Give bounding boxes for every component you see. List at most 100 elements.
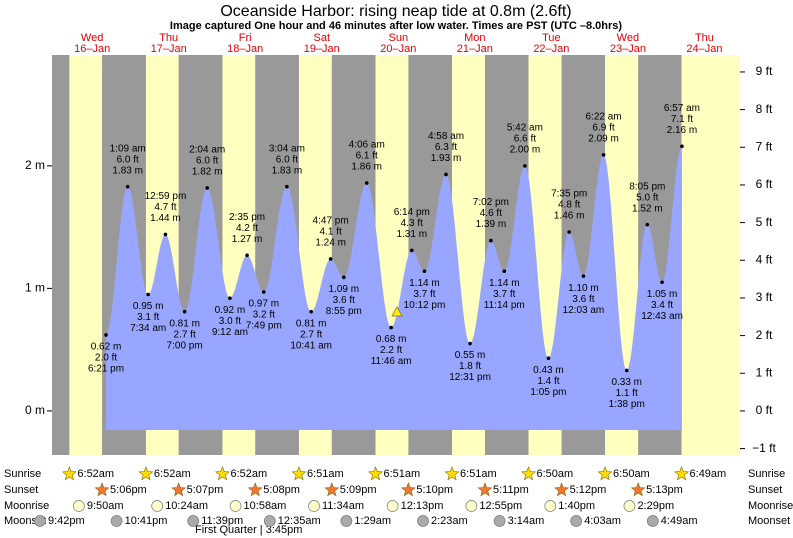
extremum-label: 1:09 am <box>110 143 146 154</box>
extremum-label: 4.2 ft <box>236 223 258 234</box>
extremum-dot <box>146 292 150 297</box>
extremum-label: 3:04 am <box>269 143 305 154</box>
extremum-label: 6.0 ft <box>117 154 139 165</box>
weekday-label: Thu <box>159 32 178 44</box>
row-time: 6:52am <box>230 468 267 480</box>
extremum-label: 1.24 m <box>315 238 346 249</box>
extremum-label: 6:21 pm <box>88 364 124 375</box>
row-time: 5:06pm <box>110 484 147 496</box>
extremum-label: 1.46 m <box>554 211 585 222</box>
y2-tick-label: 8 ft <box>756 102 773 116</box>
date-label: 23–Jan <box>610 43 646 55</box>
extremum-label: 12:31 pm <box>449 372 491 383</box>
date-label: 22–Jan <box>533 43 569 55</box>
extremum-label: 0.81 m <box>169 318 200 329</box>
sunrise-icon <box>61 466 77 481</box>
y2-tick-label: 5 ft <box>756 215 773 229</box>
extremum-label: 1.27 m <box>232 234 263 245</box>
sunset-icon <box>171 482 187 497</box>
extremum-label: 1.1 ft <box>616 388 638 399</box>
extremum-label: 11:46 am <box>371 356 412 367</box>
extremum-label: 2:04 am <box>189 145 225 156</box>
extremum-dot <box>104 333 108 337</box>
moonrise-icon <box>465 500 478 512</box>
extremum-label: 10:41 am <box>290 340 332 351</box>
row-time: 6:50am <box>537 468 574 480</box>
y-tick-label: 1 m <box>25 281 45 295</box>
row-time: 10:41pm <box>125 515 168 527</box>
extremum-label: 2.09 m <box>588 133 619 144</box>
sunrise-icon <box>291 466 307 481</box>
subtitle: Image captured One hour and 46 minutes a… <box>170 20 622 32</box>
y2-tick-label: 2 ft <box>756 328 773 342</box>
moonset-icon <box>417 515 429 527</box>
extremum-label: 4:58 am <box>428 131 464 142</box>
extremum-label: 7:34 am <box>130 323 166 334</box>
extremum-dot <box>468 341 472 346</box>
extremum-label: 7:00 pm <box>167 340 203 351</box>
extremum-label: 6.3 ft <box>435 142 457 153</box>
sunset-icon <box>94 482 110 497</box>
extremum-dot <box>444 172 448 177</box>
moonrise-icon <box>151 500 164 512</box>
extremum-label: 1.05 m <box>647 289 678 300</box>
extremum-label: 1.44 m <box>150 213 181 224</box>
daylight-band <box>69 55 103 455</box>
row-time: 5:08pm <box>263 484 300 496</box>
extremum-label: 6:22 am <box>585 111 621 122</box>
extremum-label: 8:55 pm <box>326 306 362 317</box>
extremum-label: 2.7 ft <box>174 329 196 340</box>
extremum-label: 4.6 ft <box>480 208 502 219</box>
row-time: 6:51am <box>383 468 420 480</box>
sunrise-icon <box>674 466 689 481</box>
extremum-label: 3.7 ft <box>493 289 515 300</box>
extremum-label: 1.83 m <box>112 165 143 176</box>
extremum-label: 0.62 m <box>91 342 122 353</box>
extremum-dot <box>601 153 606 157</box>
row-time: 6:50am <box>613 468 650 480</box>
plot: 0.62 m2.0 ft6:21 pm1:09 am6.0 ft1.83 m0.… <box>88 103 700 430</box>
row-label: Moonrise <box>4 500 49 512</box>
row-time: 2:29pm <box>637 500 674 512</box>
row-time: 12:35am <box>278 515 321 527</box>
tide-area <box>106 146 682 430</box>
extremum-dot <box>502 269 507 274</box>
extremum-label: 1.4 ft <box>537 376 559 387</box>
extremum-label: 4:47 pm <box>313 216 349 227</box>
sunrise-icon <box>138 466 154 481</box>
y-tick-label: 0 m <box>25 403 45 417</box>
extremum-label: 0.43 m <box>533 365 564 376</box>
weekday-label: Mon <box>464 32 485 44</box>
extremum-dot <box>523 164 527 168</box>
extremum-label: 11:14 pm <box>484 300 525 311</box>
moonset-icon <box>187 515 200 527</box>
row-label: Sunset <box>4 484 38 496</box>
extremum-label: 2.7 ft <box>300 329 322 340</box>
extremum-label: 0.33 m <box>611 377 642 388</box>
date-label: 20–Jan <box>380 43 416 55</box>
row-time: 1:40pm <box>558 500 595 512</box>
moonrise-icon <box>73 500 85 512</box>
extremum-dot <box>328 257 333 261</box>
y-tick-label: 2 m <box>25 158 45 172</box>
sunset-icon <box>630 482 646 497</box>
extremum-label: 8:05 pm <box>629 181 665 192</box>
row-label: Sunrise <box>748 468 785 480</box>
row-time: 3:14am <box>508 515 545 527</box>
moonrise-icon <box>623 500 636 512</box>
extremum-dot <box>285 184 289 189</box>
extremum-dot <box>660 280 664 285</box>
extremum-label: 1.8 ft <box>459 361 481 372</box>
sunset-icon <box>247 482 263 497</box>
extremum-label: 5.0 ft <box>636 192 658 203</box>
moonset-icon <box>110 515 123 527</box>
extremum-dot <box>624 368 629 373</box>
sunset-icon <box>554 482 570 497</box>
row-time: 4:03am <box>584 515 621 527</box>
row-time: 12:13pm <box>401 500 444 512</box>
extremum-label: 2.2 ft <box>380 345 402 356</box>
extremum-label: 1.83 m <box>272 165 303 176</box>
extremum-label: 7:02 pm <box>473 197 509 208</box>
row-time: 4:49am <box>661 515 698 527</box>
row-time: 10:24am <box>165 500 208 512</box>
